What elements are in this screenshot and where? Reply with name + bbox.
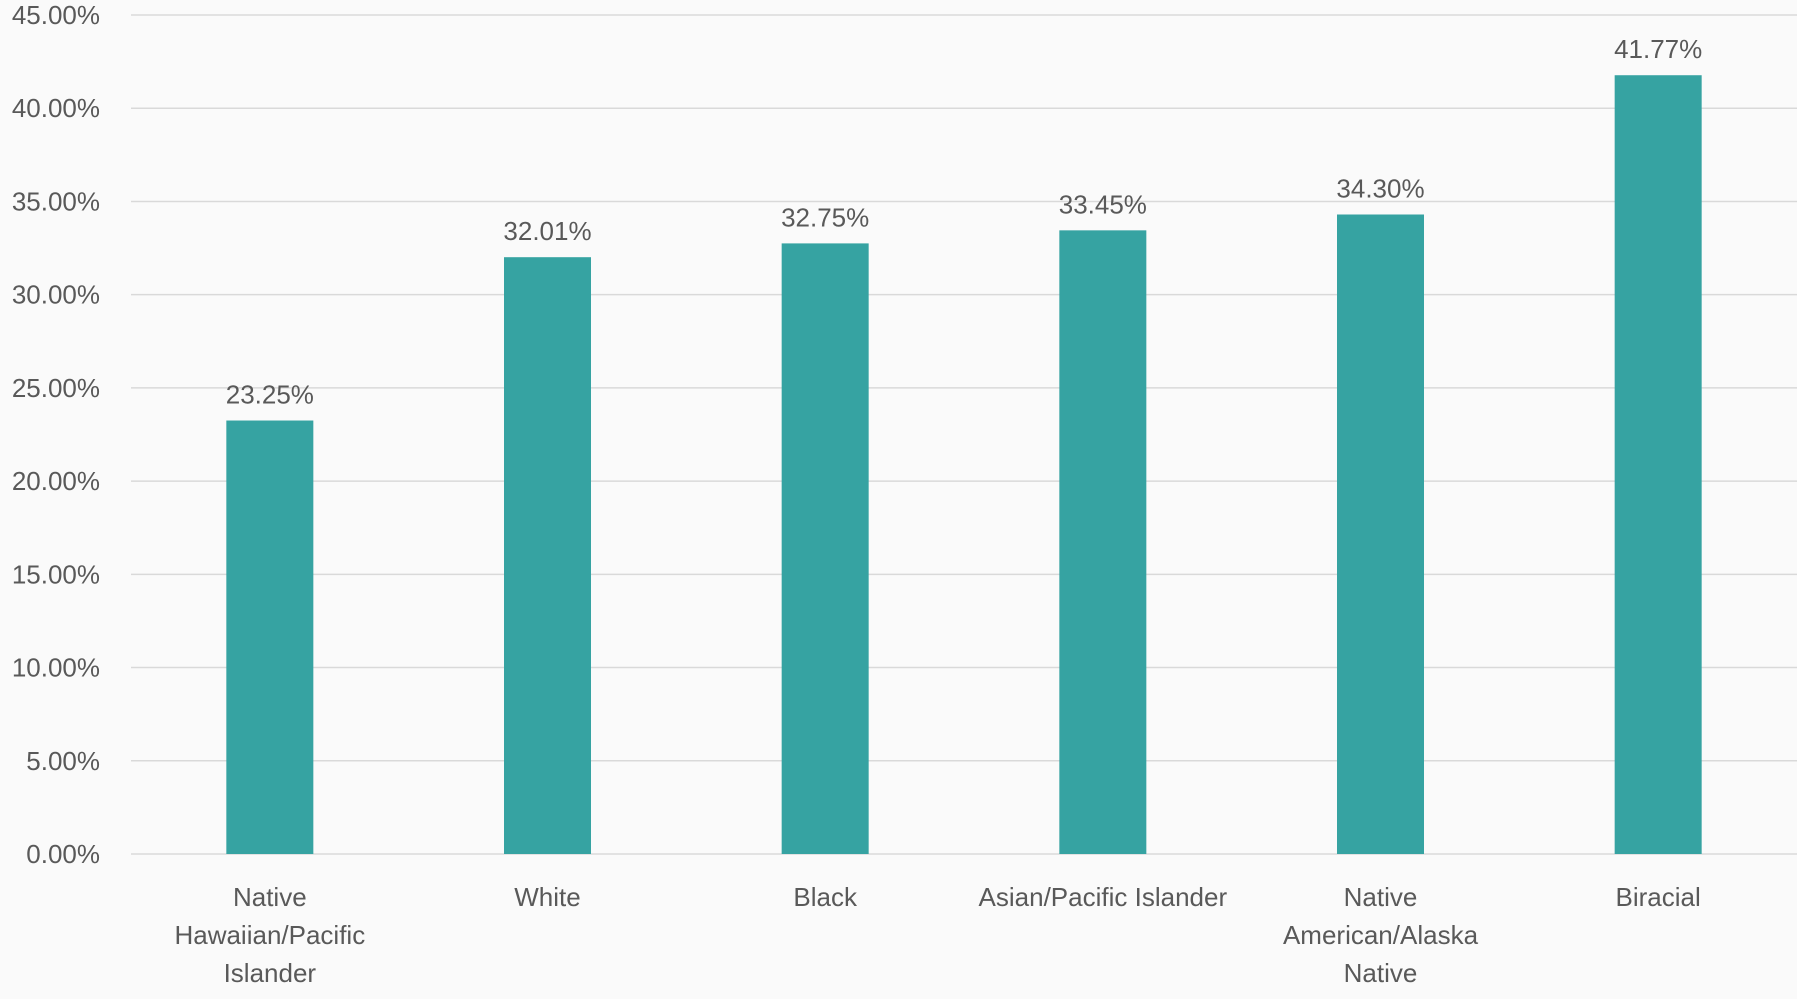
y-tick-label: 5.00%: [26, 746, 100, 776]
data-labels: 23.25% 32.01% 32.75% 33.45% 34.30% 41.77%: [226, 34, 1703, 409]
x-tick-label: Native Hawaiian/Pacific Islander: [174, 882, 365, 988]
data-label: 41.77%: [1614, 34, 1702, 64]
x-tick-label: Native American/Alaska Native: [1283, 882, 1479, 988]
bar: [1337, 214, 1424, 855]
bar: [1614, 75, 1702, 854]
bar: [226, 420, 314, 854]
x-axis-tick-labels: Native Hawaiian/Pacific Islander White Black…: [174, 882, 1700, 988]
bar: [781, 243, 869, 855]
y-tick-label: 30.00%: [12, 280, 100, 310]
y-tick-label: 45.00%: [12, 0, 100, 30]
data-label: 33.45%: [1059, 189, 1147, 219]
data-label: 34.30%: [1336, 173, 1424, 203]
y-tick-label: 15.00%: [12, 559, 100, 589]
x-tick-label: Black: [793, 882, 858, 912]
bars: [226, 75, 1702, 855]
x-tick-label: Biracial: [1616, 882, 1701, 912]
bar: [504, 257, 591, 854]
data-label: 32.75%: [781, 202, 869, 232]
y-tick-label: 20.00%: [12, 466, 100, 496]
x-tick-label: Asian/Pacific Islander: [979, 882, 1228, 912]
gridlines: [131, 14, 1797, 855]
x-tick-label: White: [514, 882, 580, 912]
y-tick-label: 35.00%: [12, 186, 100, 216]
y-tick-label: 40.00%: [12, 93, 100, 123]
y-axis-tick-labels: 0.00% 5.00% 10.00% 15.00% 20.00% 25.00% 30.00%…: [12, 0, 100, 869]
y-tick-label: 25.00%: [12, 373, 100, 403]
y-tick-label: 0.00%: [26, 839, 100, 869]
data-label: 32.01%: [503, 216, 591, 246]
y-tick-label: 10.00%: [12, 653, 100, 683]
data-label: 23.25%: [226, 380, 314, 410]
bar: [1059, 230, 1147, 855]
